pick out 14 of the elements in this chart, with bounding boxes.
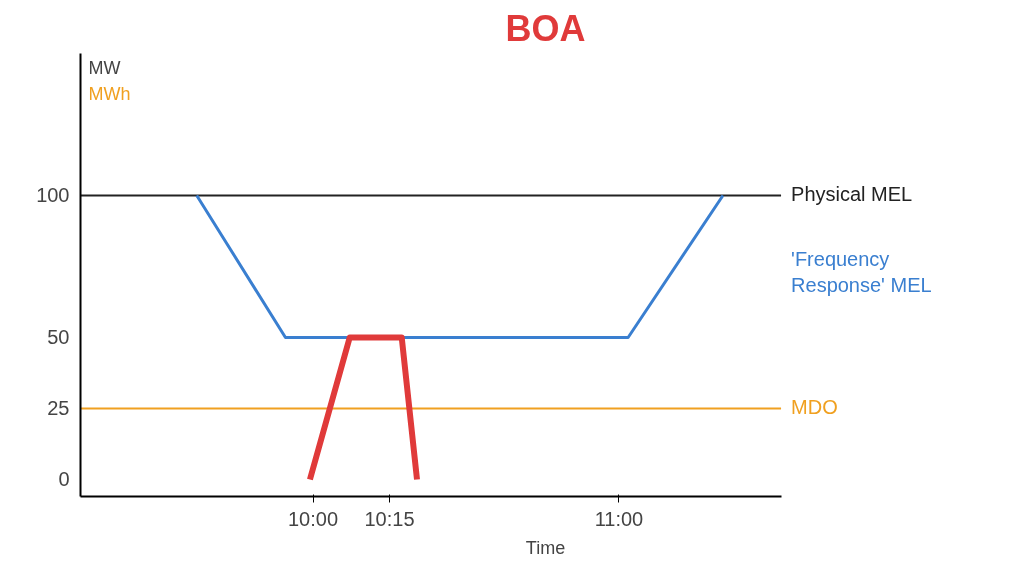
- y-axis-title: MW: [88, 57, 121, 78]
- ref-line-label: MDO: [791, 396, 838, 419]
- y-tick-label: 25: [47, 397, 70, 420]
- x-tick-label: 11:00: [594, 507, 644, 530]
- ref-line-label: Physical MEL: [791, 183, 913, 206]
- y-tick-label: 0: [58, 468, 70, 491]
- x-tick-label: 10:00: [287, 507, 339, 530]
- x-tick-label: 10:15: [364, 507, 415, 530]
- y-tick-label: 50: [47, 326, 70, 349]
- x-axis-title: Time: [525, 537, 566, 558]
- chart-title: BOA: [505, 7, 586, 49]
- text: 'Frequency Response' MEL: [791, 248, 932, 297]
- y-tick-label: 100: [36, 184, 70, 207]
- annotation: MWh: [88, 83, 131, 104]
